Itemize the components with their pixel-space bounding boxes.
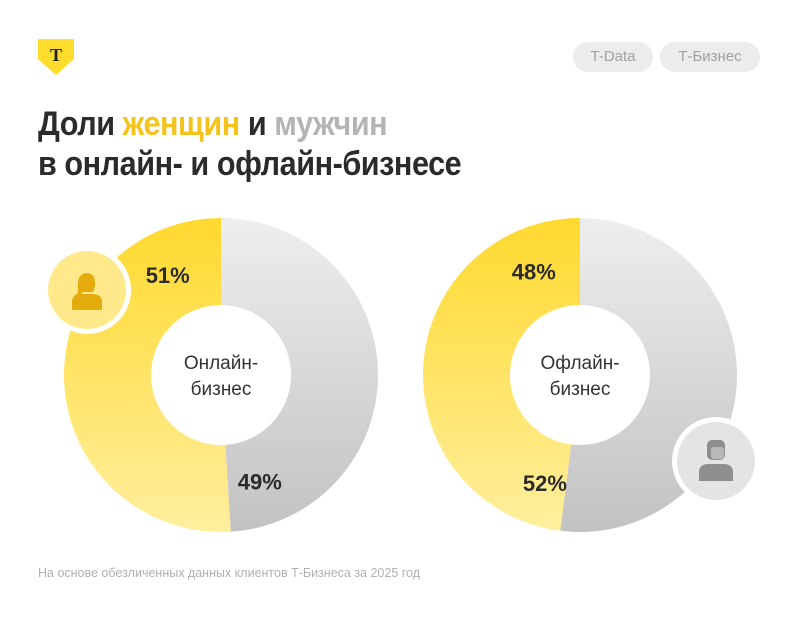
center-label: бизнес bbox=[550, 379, 611, 400]
slice-men bbox=[221, 218, 378, 532]
icon-badge bbox=[677, 422, 755, 500]
title-line-2: в онлайн- и офлайн-бизнесе bbox=[38, 145, 462, 183]
footnote: На основе обезличенных данных клиентов Т… bbox=[38, 566, 421, 580]
title-text: и bbox=[239, 105, 275, 143]
center-label: Офлайн- bbox=[540, 353, 619, 374]
man-icon bbox=[699, 440, 733, 481]
title-women: женщин bbox=[122, 105, 241, 143]
svg-text:Т: Т bbox=[50, 45, 62, 65]
tag-t-data[interactable]: T-Data bbox=[573, 42, 653, 72]
label-men-percent: 52% bbox=[523, 471, 567, 496]
label-women-percent: 51% bbox=[146, 263, 190, 288]
woman-icon bbox=[72, 273, 102, 310]
title-men: мужчин bbox=[274, 105, 388, 143]
label-men-percent: 49% bbox=[238, 470, 282, 495]
slice-women bbox=[422, 218, 580, 531]
title-text: Доли bbox=[38, 105, 123, 143]
t-logo-icon: Т bbox=[38, 39, 74, 75]
center-label: Онлайн- bbox=[184, 353, 258, 374]
tag-t-business[interactable]: Т-Бизнес bbox=[660, 42, 760, 72]
center-label: бизнес bbox=[191, 379, 252, 400]
page-title: Доли женщин и мужчин в онлайн- и офлайн-… bbox=[38, 104, 462, 184]
label-women-percent: 48% bbox=[512, 259, 556, 284]
